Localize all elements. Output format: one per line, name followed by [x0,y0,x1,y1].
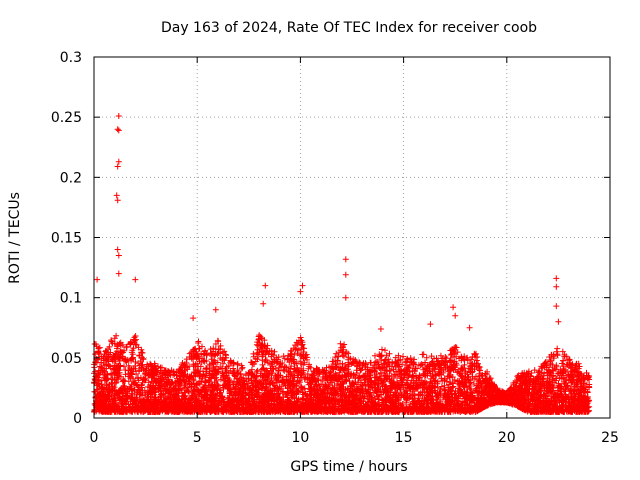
data-point [386,350,393,357]
data-point [416,391,423,398]
data-point [384,368,391,375]
data-point [195,338,202,345]
data-point [407,355,414,362]
data-point [400,353,406,360]
data-point [346,378,353,385]
data-points [91,113,593,415]
data-point [437,352,444,359]
data-point [220,360,226,367]
data-point [531,367,538,374]
data-point [379,346,385,353]
data-point [559,360,565,367]
data-point [372,352,378,359]
data-point [563,353,570,360]
chart-title: Day 163 of 2024, Rate Of TEC Index for r… [161,20,537,36]
data-point [442,354,449,360]
data-point [341,353,347,360]
data-point [95,349,102,356]
data-point [395,352,402,359]
data-point [420,351,427,358]
data-point [221,348,228,355]
data-point [541,370,548,377]
